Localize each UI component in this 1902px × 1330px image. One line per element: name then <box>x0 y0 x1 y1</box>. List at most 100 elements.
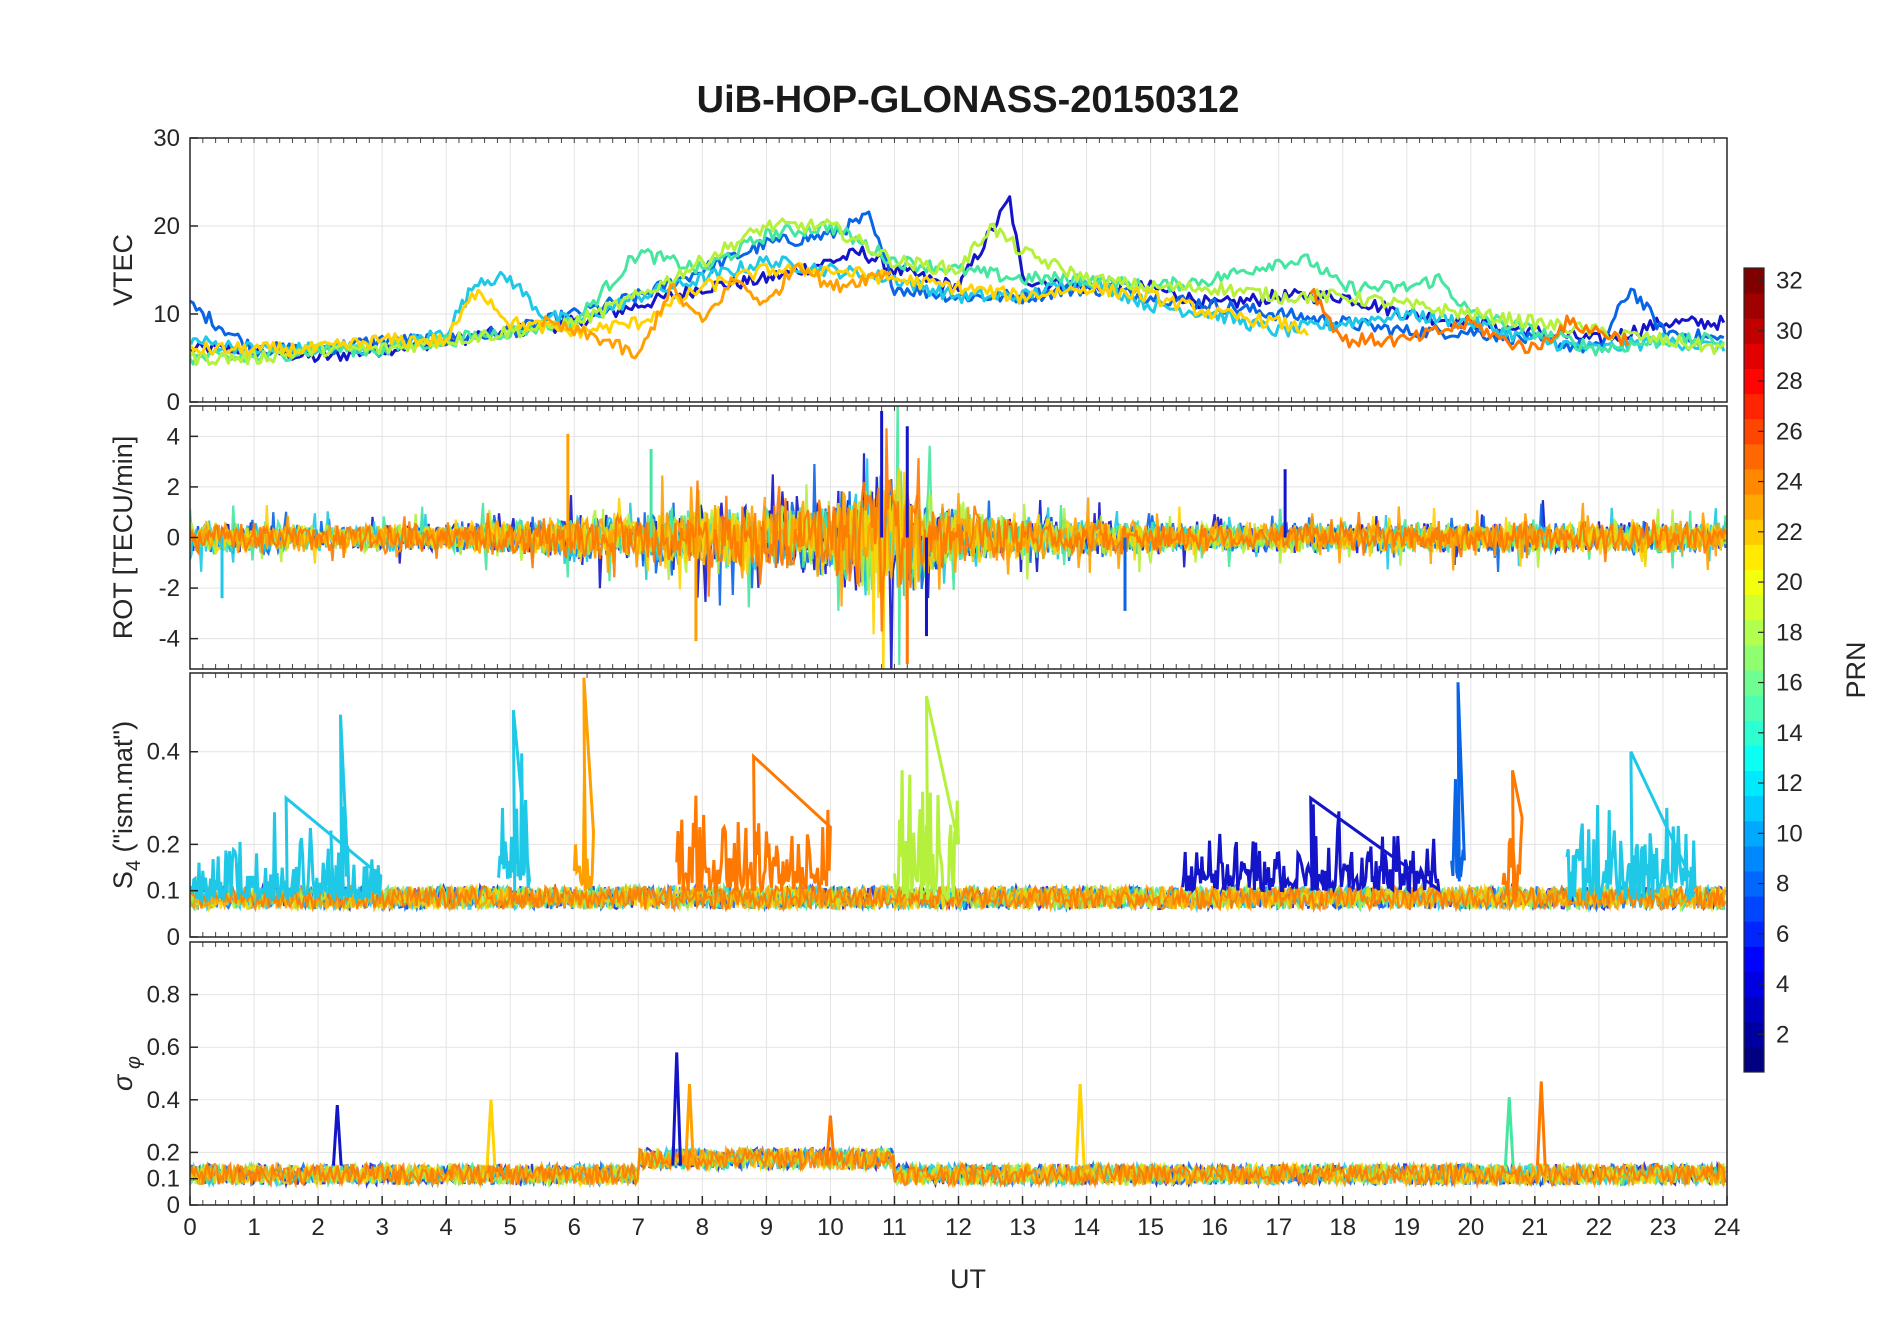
x-tick-label: 13 <box>1009 1214 1036 1241</box>
y-axis-label: S4 ("ism.mat") <box>108 721 145 889</box>
y-tick-label: 0 <box>167 389 180 416</box>
colorbar-segment <box>1744 845 1764 872</box>
colorbar-segment <box>1744 946 1764 972</box>
axes-frame <box>189 137 1728 403</box>
colorbar-tick-label: 32 <box>1776 268 1803 295</box>
colorbar-tick-label: 14 <box>1776 720 1803 747</box>
x-tick-label: 15 <box>1137 1214 1164 1241</box>
sigma-peak <box>1503 1097 1515 1166</box>
vtec-series-line <box>1309 287 1630 354</box>
sigma-peak <box>684 1083 695 1166</box>
colorbar-segment <box>1744 268 1764 294</box>
colorbar-tick-label: 4 <box>1776 971 1789 998</box>
y-tick-label: -2 <box>159 575 180 602</box>
colorbar-segment <box>1744 569 1764 596</box>
sigma-peak <box>825 1115 836 1166</box>
y-tick-label: 0 <box>167 924 180 951</box>
x-tick-label: 1 <box>247 1214 260 1241</box>
colorbar-tick-label: 20 <box>1776 569 1803 596</box>
colorbar-segment <box>1744 443 1764 470</box>
x-tick-label: 5 <box>504 1214 517 1241</box>
x-tick-label: 16 <box>1201 1214 1228 1241</box>
y-tick-label: 0 <box>167 525 180 552</box>
colorbar-segment <box>1744 720 1764 746</box>
colorbar-segment <box>1744 393 1764 420</box>
y-tick-label: 0.1 <box>147 878 180 905</box>
panel-rot: -4 -2 0 2 4 ROT [TECU/min] <box>108 405 1728 670</box>
panel-vtec: 0 10 20 30 VTEC <box>108 125 1728 416</box>
colorbar-tick-label: 2 <box>1776 1021 1789 1048</box>
axes-frame <box>189 672 1728 938</box>
y-tick-label: 30 <box>153 125 180 152</box>
x-tick-label: 17 <box>1265 1214 1292 1241</box>
y-tick-label: 0.4 <box>147 739 180 766</box>
x-tick-label: 22 <box>1586 1214 1613 1241</box>
colorbar-segment <box>1744 469 1764 495</box>
s4-burst-line <box>190 794 383 905</box>
colorbar-tick-label: 16 <box>1776 670 1803 697</box>
y-tick-label: 0.6 <box>147 1034 180 1061</box>
colorbar-segment <box>1744 1021 1764 1048</box>
colorbar-segment <box>1744 318 1764 344</box>
data-layer <box>190 1052 1727 1190</box>
colorbar-segment <box>1744 418 1764 445</box>
colorbar-segment <box>1744 343 1764 369</box>
vtec-series-line <box>190 262 1309 358</box>
y-axis-label: ROT [TECU/min] <box>108 436 138 640</box>
s4-burst-line <box>1181 795 1441 895</box>
x-tick-label: 2 <box>311 1214 324 1241</box>
colorbar-tick-label: 10 <box>1776 820 1803 847</box>
colorbar-segment <box>1744 619 1764 646</box>
sigma-peak <box>1074 1083 1086 1166</box>
colorbar-segment <box>1744 820 1764 847</box>
colorbar-frame <box>1743 267 1765 1073</box>
colorbar-segment <box>1744 368 1764 395</box>
rot-series-line <box>190 428 1727 632</box>
colorbar-tick-label: 28 <box>1776 368 1803 395</box>
sigma-peak <box>1535 1081 1547 1166</box>
s4-burst-line <box>572 677 596 891</box>
colorbar-tick-label: 6 <box>1776 921 1789 948</box>
x-tick-label: 21 <box>1522 1214 1549 1241</box>
x-tick-label: 20 <box>1457 1214 1484 1241</box>
colorbar-tick-label: 18 <box>1776 619 1803 646</box>
colorbar-segment <box>1744 921 1764 947</box>
x-tick-label: 24 <box>1714 1214 1741 1241</box>
colorbar-tick-label: 12 <box>1776 770 1803 797</box>
x-tick-label: 14 <box>1073 1214 1100 1241</box>
colorbar-segment <box>1744 896 1764 922</box>
data-layer <box>190 406 1727 669</box>
colorbar-tick-label: 22 <box>1776 519 1803 546</box>
colorbar-tick-label: 26 <box>1776 418 1803 445</box>
y-tick-label: 10 <box>153 301 180 328</box>
sigma-peak <box>331 1104 343 1166</box>
y-axis-label: σ φ <box>108 1056 145 1091</box>
y-tick-label: 20 <box>153 213 180 240</box>
colorbar-tick-label: 8 <box>1776 871 1789 898</box>
colorbar-segment <box>1744 1046 1764 1073</box>
x-tick-label: 8 <box>696 1214 709 1241</box>
y-tick-label: -4 <box>159 626 180 653</box>
y-axis-label: VTEC <box>108 234 138 306</box>
sigma-peak <box>485 1099 497 1166</box>
y-tick-label: 0.2 <box>147 831 180 858</box>
x-tick-label: 6 <box>568 1214 581 1241</box>
y-tick-label: 0 <box>167 1192 180 1219</box>
y-tick-label: 2 <box>167 474 180 501</box>
data-layer <box>190 677 1727 914</box>
x-tick-label: 11 <box>882 1214 907 1241</box>
colorbar-segment <box>1744 695 1764 721</box>
colorbar-segment <box>1744 594 1764 621</box>
colorbar-segment <box>1744 745 1764 771</box>
colorbar-segment <box>1744 971 1764 998</box>
colorbar-tick-label: 30 <box>1776 318 1803 345</box>
x-tick-label: 4 <box>439 1214 452 1241</box>
colorbar-segment <box>1744 670 1764 696</box>
x-tick-label: 18 <box>1329 1214 1356 1241</box>
colorbar-segment <box>1744 795 1764 822</box>
panel-s4: 0 0.1 0.2 0.4S4 ("ism.mat") <box>108 672 1728 951</box>
chart-title: UiB-HOP-GLONASS-20150312 <box>697 79 1240 121</box>
sigma-peak <box>671 1052 683 1166</box>
colorbar-tick-label: 24 <box>1776 469 1803 496</box>
